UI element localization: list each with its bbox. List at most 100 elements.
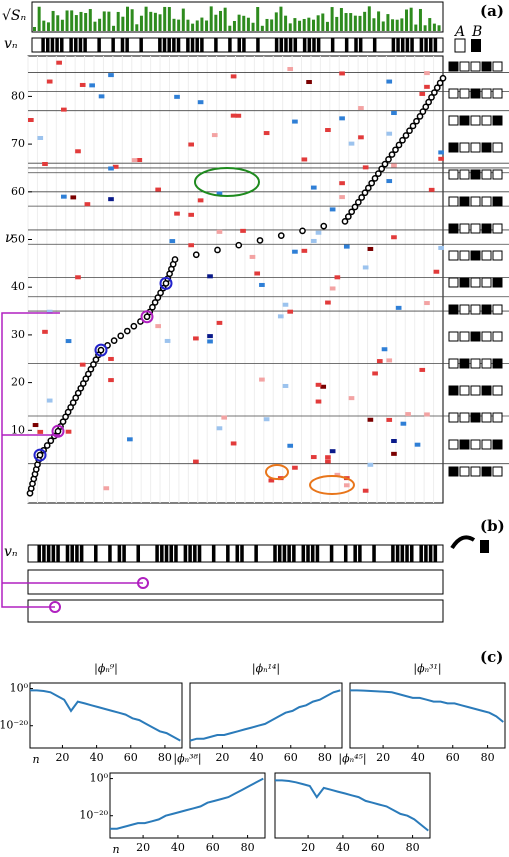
config-box (470, 169, 481, 180)
bar (172, 18, 176, 31)
config-box (481, 331, 492, 342)
bar (107, 11, 111, 32)
bar (437, 25, 441, 31)
bar (209, 6, 213, 31)
cell (46, 309, 53, 314)
cell (207, 334, 213, 339)
state-dot (385, 155, 392, 163)
cell (325, 459, 331, 464)
cell (160, 545, 164, 562)
bar (358, 15, 362, 31)
cell (405, 38, 410, 52)
bar (423, 25, 427, 31)
config-box (459, 439, 470, 450)
config-box (492, 223, 503, 234)
state-dot (409, 122, 417, 130)
config-box (448, 358, 459, 369)
cell (325, 128, 331, 133)
config-box (448, 439, 459, 450)
cell (339, 181, 345, 186)
cell (108, 73, 114, 78)
cell (51, 545, 56, 562)
cell (343, 545, 348, 562)
cell (230, 74, 237, 79)
cell (428, 187, 435, 192)
bar (353, 15, 357, 31)
cell (188, 142, 194, 147)
state-dot (406, 127, 413, 135)
frame (27, 569, 444, 595)
state-dot (130, 322, 138, 330)
bar (325, 21, 329, 31)
state-dot (351, 203, 359, 211)
config-box (470, 331, 481, 342)
cell (98, 94, 105, 99)
bar (260, 25, 264, 31)
cell (56, 60, 62, 65)
cell (108, 166, 114, 171)
cell (55, 38, 59, 52)
cell (367, 246, 374, 251)
cell (358, 545, 362, 562)
cell (74, 38, 78, 52)
cell (42, 329, 48, 334)
y-tick-label: 80 (11, 89, 25, 102)
cell (362, 165, 369, 170)
cell (75, 149, 81, 154)
cell (372, 371, 378, 376)
config-box (470, 196, 481, 207)
cell (75, 545, 79, 562)
bar (219, 10, 222, 31)
x-tick-label: 60 (124, 751, 138, 764)
config-box (459, 61, 470, 72)
bar (130, 9, 134, 31)
cell (183, 545, 188, 562)
cell (307, 38, 312, 52)
config-box (492, 115, 503, 126)
y-tick-label: 10⁰ (10, 682, 29, 695)
x-tick-label: 40 (250, 751, 264, 764)
bar (265, 18, 269, 31)
config-box (492, 142, 503, 153)
config-box (470, 358, 481, 369)
bar (181, 8, 185, 31)
cell (386, 179, 393, 184)
bar (237, 14, 241, 31)
bar (112, 25, 116, 31)
config-box (470, 412, 481, 423)
bar (405, 9, 408, 31)
cell (287, 309, 294, 314)
cell (97, 38, 101, 52)
state-dot (428, 93, 435, 101)
cell (214, 38, 218, 52)
cell (188, 243, 194, 248)
state-dot (361, 189, 369, 197)
config-box (459, 88, 470, 99)
cell (343, 244, 350, 249)
frame (27, 599, 444, 623)
state-dot (214, 246, 221, 254)
cell (329, 449, 336, 454)
cell (193, 336, 199, 341)
cell (108, 378, 114, 383)
bar (139, 15, 143, 31)
config-box (448, 115, 459, 126)
cell (41, 38, 45, 52)
cell (197, 545, 202, 562)
cell (188, 545, 192, 562)
state-dot (192, 251, 200, 259)
config-box (481, 250, 492, 261)
cell (235, 545, 240, 562)
panel-label: (b) (480, 517, 505, 535)
plot-frame (349, 682, 506, 749)
state-dot (419, 108, 427, 115)
bar (200, 17, 204, 31)
config-box (459, 196, 470, 207)
x-tick-label: 20 (215, 751, 229, 764)
config-box (459, 115, 470, 126)
cell (325, 455, 331, 460)
state-dot (368, 179, 376, 187)
bar (42, 20, 46, 31)
cell (186, 38, 190, 52)
bar (363, 11, 367, 31)
